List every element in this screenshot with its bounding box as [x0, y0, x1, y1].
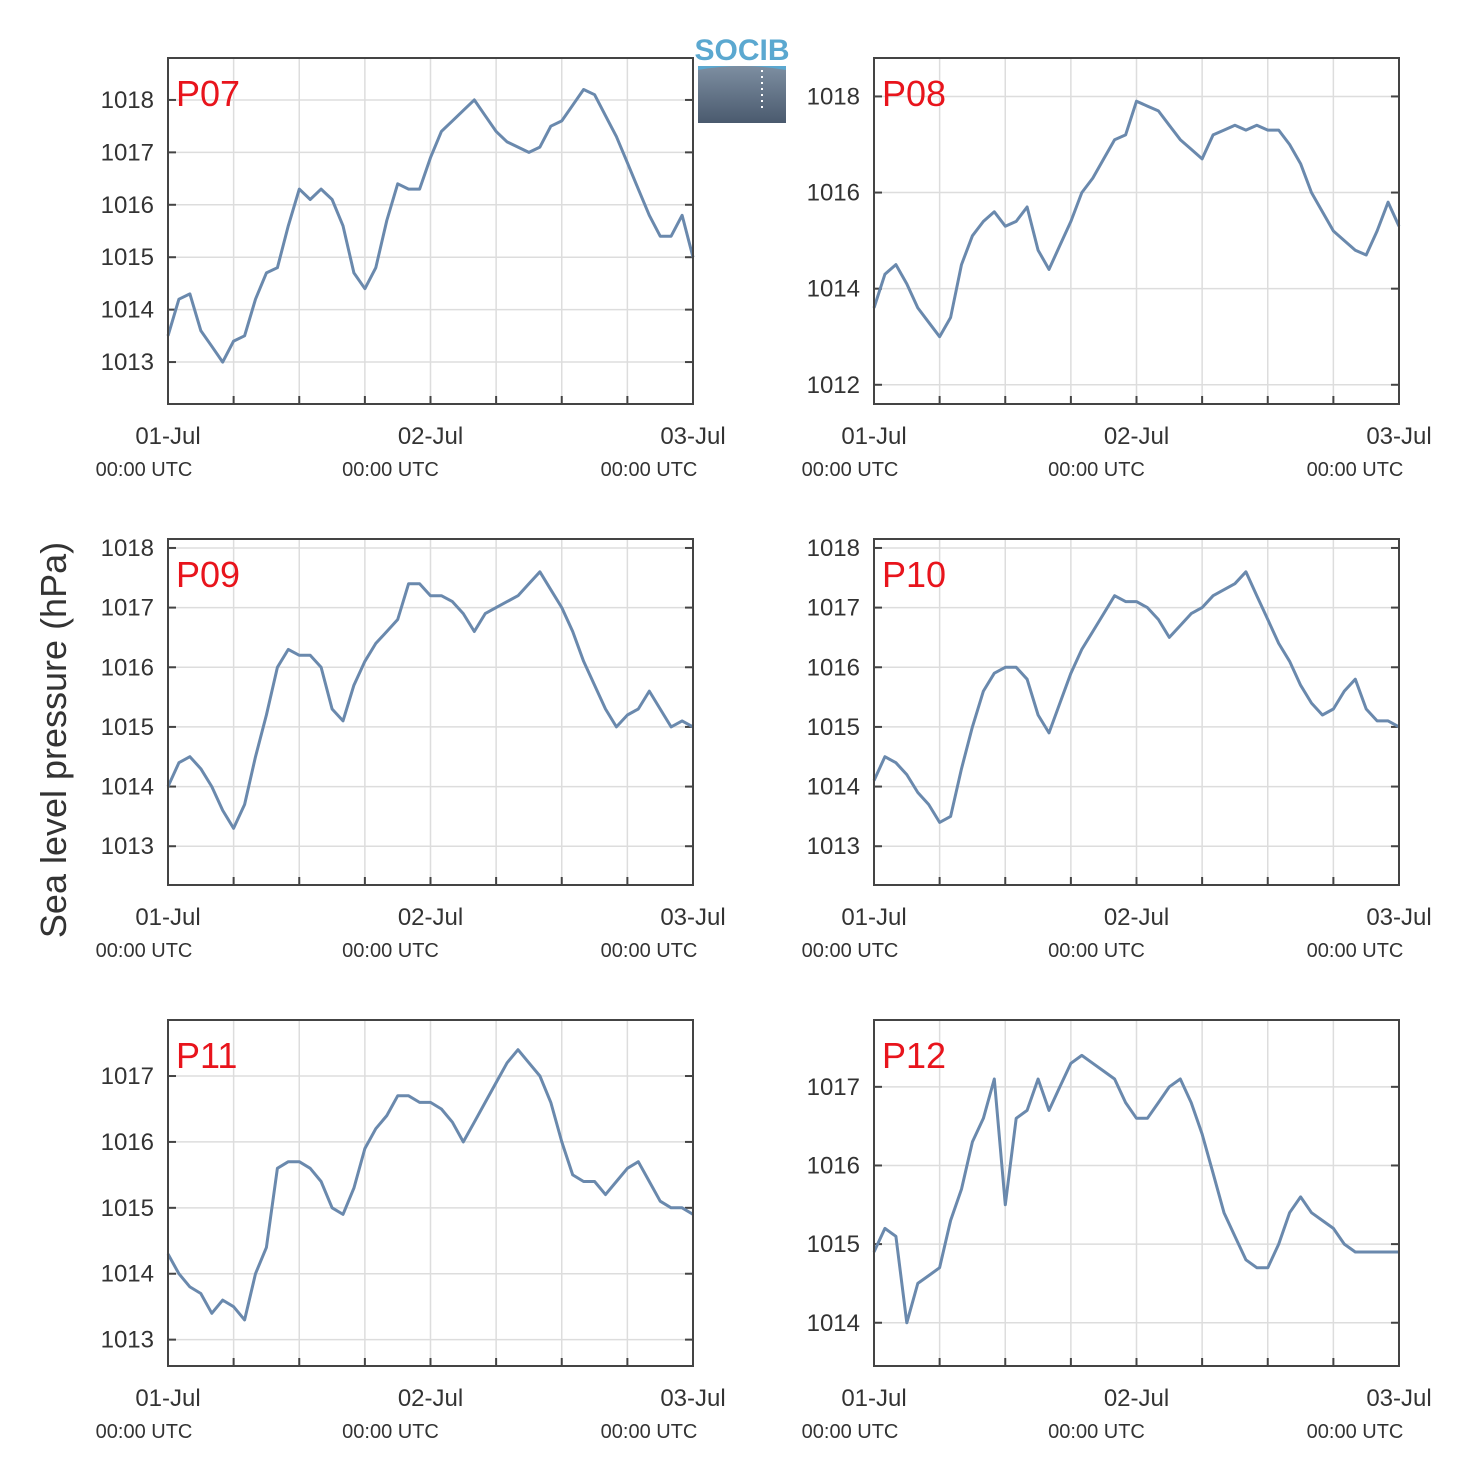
x-tick-time-label: 00:00 UTC — [601, 1421, 698, 1443]
x-tick-date-label: 03-Jul — [660, 1385, 725, 1412]
x-tick-date-label: 01-Jul — [841, 1385, 906, 1412]
x-tick-date-label: 01-Jul — [135, 904, 200, 931]
x-tick-time-label: 00:00 UTC — [342, 1421, 439, 1443]
y-tick-label: 1012 — [807, 372, 860, 399]
y-tick-label: 1013 — [101, 1327, 154, 1354]
panel-p09: 1013 1014 1015 1016 1017 1018 P09 01-Jul 00:00 U… — [96, 535, 726, 962]
x-tick-time-label: 00:00 UTC — [1307, 459, 1404, 481]
x-tick-date-label: 01-Jul — [841, 423, 906, 450]
y-tick-label: 1013 — [101, 833, 154, 860]
y-tick-label: 1016 — [807, 1152, 860, 1179]
x-tick-time-label: 00:00 UTC — [802, 940, 899, 962]
socib-logo: SOCIB — [694, 34, 790, 123]
y-tick-label: 1017 — [101, 1063, 154, 1090]
y-tick-label: 1017 — [101, 595, 154, 622]
y-tick-label: 1015 — [101, 1195, 154, 1222]
x-tick-time-label: 00:00 UTC — [802, 1421, 899, 1443]
y-tick-label: 1014 — [101, 1261, 154, 1288]
y-tick-label: 1014 — [101, 297, 154, 324]
y-tick-label: 1017 — [101, 139, 154, 166]
x-tick-date-label: 02-Jul — [1104, 1385, 1169, 1412]
x-tick-date-label: 03-Jul — [660, 423, 725, 450]
panel-label: P12 — [882, 1035, 946, 1076]
logo-text: SOCIB — [694, 34, 789, 67]
plot-frame — [873, 57, 1400, 405]
panel-label: P11 — [176, 1035, 237, 1076]
x-tick-date-label: 01-Jul — [135, 423, 200, 450]
y-tick-label: 1013 — [101, 349, 154, 376]
x-tick-time-label: 00:00 UTC — [1307, 1421, 1404, 1443]
x-tick-time-label: 00:00 UTC — [1048, 940, 1145, 962]
x-tick-date-label: 01-Jul — [135, 1385, 200, 1412]
y-tick-label: 1016 — [101, 1129, 154, 1156]
panel-label: P08 — [882, 73, 946, 114]
plot-frame — [167, 538, 694, 886]
x-tick-date-label: 02-Jul — [398, 423, 463, 450]
y-tick-label: 1018 — [807, 535, 860, 562]
y-tick-label: 1013 — [807, 833, 860, 860]
x-tick-time-label: 00:00 UTC — [96, 1421, 193, 1443]
x-tick-time-label: 00:00 UTC — [96, 940, 193, 962]
x-tick-time-label: 00:00 UTC — [1048, 1421, 1145, 1443]
plot-frame — [167, 1019, 694, 1367]
x-tick-date-label: 03-Jul — [1366, 1385, 1431, 1412]
x-tick-time-label: 00:00 UTC — [601, 459, 698, 481]
y-tick-label: 1018 — [101, 87, 154, 114]
x-tick-time-label: 00:00 UTC — [802, 459, 899, 481]
panel-label: P10 — [882, 554, 946, 595]
y-tick-label: 1018 — [101, 535, 154, 562]
plot-frame — [167, 57, 694, 405]
y-tick-label: 1014 — [101, 774, 154, 801]
x-tick-date-label: 01-Jul — [841, 904, 906, 931]
panel-p07: 1013 1014 1015 1016 1017 1018 P07 01-Jul 00:00 U… — [96, 57, 726, 481]
y-tick-label: 1016 — [807, 180, 860, 207]
y-tick-label: 1015 — [101, 244, 154, 271]
x-tick-time-label: 00:00 UTC — [96, 459, 193, 481]
y-tick-label: 1016 — [807, 654, 860, 681]
x-tick-date-label: 03-Jul — [1366, 423, 1431, 450]
x-tick-time-label: 00:00 UTC — [342, 940, 439, 962]
y-tick-label: 1015 — [101, 714, 154, 741]
x-tick-date-label: 03-Jul — [1366, 904, 1431, 931]
plot-frame — [873, 1019, 1400, 1367]
x-tick-time-label: 00:00 UTC — [342, 459, 439, 481]
x-tick-time-label: 00:00 UTC — [1307, 940, 1404, 962]
y-tick-label: 1014 — [807, 276, 860, 303]
y-tick-label: 1015 — [807, 714, 860, 741]
panel-p11: 1013 1014 1015 1016 1017 P11 01-Jul 00:00 UTC 02… — [96, 1019, 726, 1443]
y-tick-label: 1018 — [807, 83, 860, 110]
y-tick-label: 1017 — [807, 595, 860, 622]
x-tick-date-label: 02-Jul — [1104, 423, 1169, 450]
y-tick-label: 1015 — [807, 1231, 860, 1258]
x-tick-time-label: 00:00 UTC — [601, 940, 698, 962]
panel-p08: 1012 1014 1016 1018 P08 01-Jul 00:00 UTC 02-Jul… — [802, 57, 1432, 481]
panel-p12: 1014 1015 1016 1017 P12 01-Jul 00:00 UTC 02-Jul… — [802, 1019, 1432, 1443]
panel-p10: 1013 1014 1015 1016 1017 1018 P10 01-Jul 00:00 U… — [802, 535, 1432, 962]
plot-frame — [873, 538, 1400, 886]
x-tick-date-label: 02-Jul — [398, 1385, 463, 1412]
y-tick-label: 1017 — [807, 1074, 860, 1101]
x-tick-date-label: 02-Jul — [398, 904, 463, 931]
y-axis-label: Sea level pressure (hPa) — [33, 542, 74, 938]
x-tick-time-label: 00:00 UTC — [1048, 459, 1145, 481]
panel-label: P07 — [176, 73, 240, 114]
x-tick-date-label: 03-Jul — [660, 904, 725, 931]
y-tick-label: 1014 — [807, 774, 860, 801]
y-tick-label: 1016 — [101, 192, 154, 219]
x-tick-date-label: 02-Jul — [1104, 904, 1169, 931]
y-tick-label: 1016 — [101, 654, 154, 681]
y-tick-label: 1014 — [807, 1310, 860, 1337]
panel-label: P09 — [176, 554, 240, 595]
